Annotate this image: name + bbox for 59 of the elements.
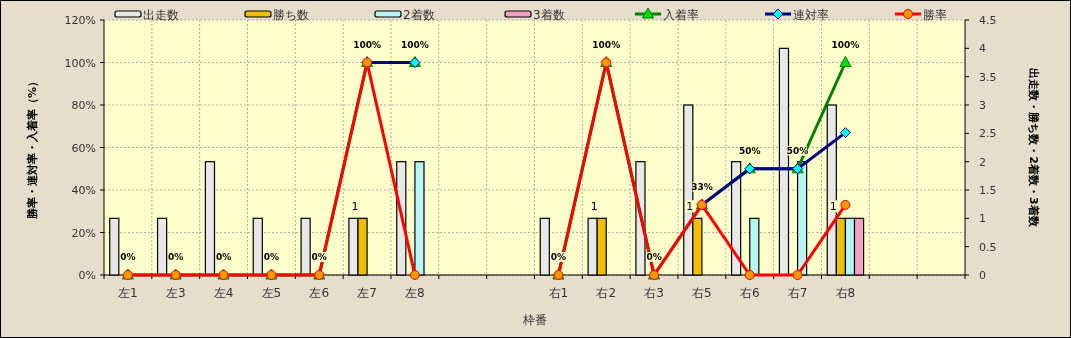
- y2-tick-label: 2.5: [979, 127, 997, 141]
- y2-axis-title: 出走数・勝ち数・2着数・3着数: [1027, 68, 1040, 228]
- data-label: 1: [686, 200, 694, 214]
- legend-label: 2着数: [403, 8, 435, 22]
- y-tick-label: 0%: [78, 269, 96, 282]
- y2-tick-label: 1.5: [979, 184, 997, 197]
- x-tick-label: 左4: [213, 286, 234, 300]
- data-label: 1: [829, 200, 837, 214]
- y2-tick-label: 0.5: [979, 240, 997, 254]
- y2-tick-label: 4.5: [979, 14, 997, 27]
- legend-label: 勝ち数: [273, 8, 309, 22]
- y2-tick-label: 2: [979, 155, 986, 169]
- y-tick-label: 120%: [64, 14, 96, 27]
- x-tick-label: 左5: [261, 286, 282, 300]
- data-label: 1: [351, 200, 359, 214]
- x-tick-label: 右2: [596, 286, 617, 300]
- y-tick-label: 20%: [71, 226, 96, 240]
- x-tick-label: 左3: [165, 286, 186, 300]
- data-label: 0%: [120, 252, 136, 262]
- x-tick-label: 左7: [357, 286, 377, 300]
- legend-label: 勝率: [923, 8, 947, 22]
- data-label: 0%: [168, 252, 184, 262]
- data-label: 0%: [646, 252, 662, 262]
- legend-label: 入着率: [663, 8, 699, 22]
- y2-tick-label: 1: [979, 212, 986, 226]
- legend-label: 連対率: [793, 8, 829, 22]
- data-label: 1: [590, 200, 598, 214]
- y-tick-label: 40%: [71, 184, 96, 197]
- x-tick-label: 右3: [644, 286, 664, 300]
- data-label: 33%: [691, 181, 713, 192]
- x-tick-label: 右5: [692, 286, 712, 300]
- data-label: 0%: [263, 252, 280, 262]
- data-label: 100%: [831, 39, 860, 50]
- x-tick-label: 左8: [405, 286, 425, 300]
- y2-tick-label: 0: [979, 269, 986, 282]
- y-axis-title: 勝率・連対率・入着率（%）: [26, 75, 39, 221]
- x-tick-label: 右1: [548, 286, 569, 300]
- y-tick-label: 60%: [71, 141, 96, 155]
- legend-label: 出走数: [143, 8, 179, 22]
- y2-tick-label: 3.5: [979, 70, 997, 84]
- data-label: 50%: [738, 145, 761, 156]
- data-label: 50%: [786, 145, 809, 156]
- x-tick-label: 左1: [118, 286, 138, 300]
- data-label: 100%: [401, 39, 429, 50]
- y-tick-label: 100%: [64, 56, 96, 70]
- data-label: 100%: [592, 39, 621, 50]
- data-label: 0%: [550, 252, 567, 262]
- y2-tick-label: 4: [979, 42, 986, 56]
- x-tick-label: 左6: [309, 286, 330, 300]
- x-axis-title: 枠番: [521, 313, 547, 327]
- y2-tick-label: 3: [979, 99, 986, 112]
- data-label: 0%: [311, 252, 327, 262]
- x-tick-label: 右6: [739, 286, 760, 300]
- data-label: 100%: [353, 39, 381, 50]
- legend-label: 3着数: [533, 8, 565, 22]
- x-tick-label: 右8: [835, 286, 856, 300]
- y-tick-label: 80%: [71, 99, 96, 112]
- data-label: 0%: [215, 252, 232, 262]
- x-tick-label: 右7: [787, 286, 808, 300]
